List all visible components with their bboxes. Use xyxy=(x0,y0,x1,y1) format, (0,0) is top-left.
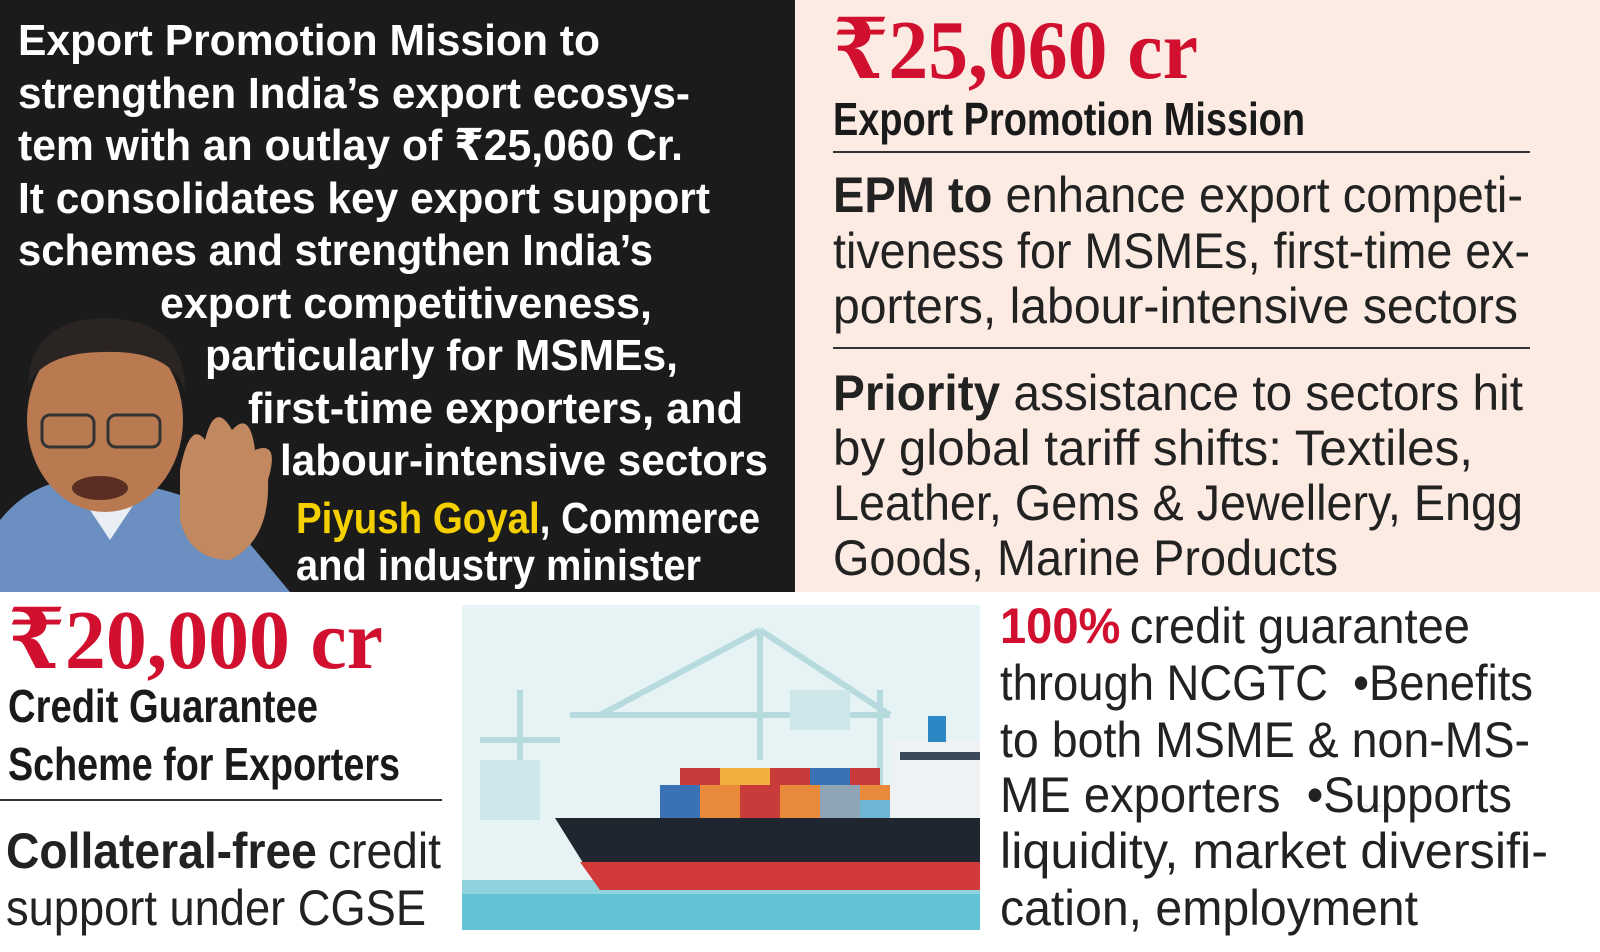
body-line: ME exporters •Supports xyxy=(1000,767,1512,823)
heading: Export Promotion Mission xyxy=(833,93,1305,145)
body-lead: Collateral-free xyxy=(6,823,317,879)
speaker-name: Piyush Goyal xyxy=(296,494,540,543)
quote-line: first-time exporters, and xyxy=(248,384,743,433)
body-text: credit guarantee xyxy=(1130,598,1470,654)
body-line: 100%credit guarantee xyxy=(1000,598,1470,654)
body-line: cation, employment xyxy=(1000,880,1418,936)
point-lead: EPM to xyxy=(833,167,992,223)
body-line: support under CGSE xyxy=(6,880,426,936)
epm-panel xyxy=(795,0,1600,592)
point-line: Leather, Gems & Jewellery, Engg xyxy=(833,475,1523,531)
quote-line: schemes and strengthen India’s xyxy=(18,226,653,275)
heading: Scheme for Exporters xyxy=(8,738,400,790)
watermark: BCCL xyxy=(1362,804,1389,815)
heading: Credit Guarantee xyxy=(8,680,318,732)
speaker-role: , Commerce xyxy=(540,494,760,543)
amount: ₹25,060 cr xyxy=(833,4,1198,97)
point-line: porters, labour-intensive sectors xyxy=(833,278,1518,334)
point-lead: Priority xyxy=(833,365,1000,421)
ship-illustration xyxy=(462,605,980,930)
body-line: Collateral-freecredit xyxy=(6,823,441,879)
containers xyxy=(660,768,890,818)
body-text: credit xyxy=(328,823,441,879)
point-text: enhance export competi- xyxy=(1005,167,1523,223)
attribution: Piyush Goyal, Commerce xyxy=(296,494,760,543)
point-line: by global tariff shifts: Textiles, xyxy=(833,420,1473,476)
amount: ₹20,000 cr xyxy=(8,594,383,687)
quote-line: It consolidates key export support xyxy=(18,174,710,223)
speaker-role: and industry minister xyxy=(296,541,701,590)
body-lead: 100% xyxy=(1000,598,1120,654)
point-line: tiveness for MSMEs, first-time ex- xyxy=(833,223,1530,279)
quote-line: particularly for MSMEs, xyxy=(205,331,678,380)
quote-line: export competitiveness, xyxy=(160,279,652,328)
point-text: assistance to sectors hit xyxy=(1014,365,1524,421)
quote-line: labour-intensive sectors xyxy=(280,436,768,485)
quote-line: tem with an outlay of ₹25,060 Cr. xyxy=(18,121,683,170)
point-line: Goods, Marine Products xyxy=(833,530,1338,586)
point-line: Priority assistance to sectors hit xyxy=(833,365,1523,421)
body-line: to both MSME & non-MS- xyxy=(1000,712,1530,768)
quote-line: Export Promotion Mission to xyxy=(18,16,600,65)
point-line: EPM toenhance export competi- xyxy=(833,167,1523,223)
body-line: liquidity, market diversifi- xyxy=(1000,823,1548,879)
quote-line: strengthen India’s export ecosys- xyxy=(18,69,690,118)
speaker-photo xyxy=(0,318,290,592)
body-line: through NCGTC •Benefits xyxy=(1000,655,1533,711)
